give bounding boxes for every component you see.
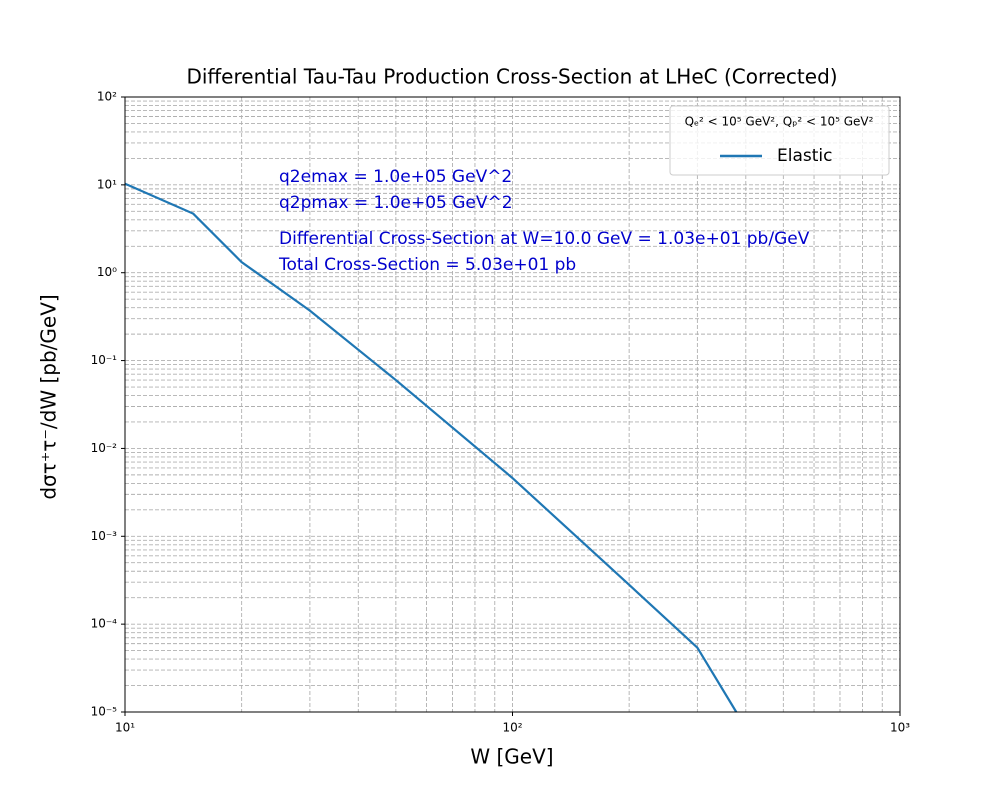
plot [124,182,738,713]
y-tick-label: 10² [97,90,117,104]
y-tick-label: 10⁻⁵ [91,705,118,719]
annotation: q2emax = 1.0e+05 GeV^2 [279,167,512,187]
legend-label: Elastic [777,146,832,166]
annotation: Differential Cross-Section at W=10.0 GeV… [279,229,810,249]
data-line [124,182,738,713]
legend: Qₑ² < 10⁵ GeV², Qₚ² < 10⁵ GeV² Elastic [669,105,890,176]
y-tick-label: 10⁻³ [91,529,118,543]
x-axis-label: W [GeV] [470,745,553,769]
x-tick-label: 10³ [890,721,910,735]
y-tick-label: 10¹ [97,177,117,191]
grid [124,96,901,713]
y-tick-label: 10⁻¹ [91,353,118,367]
chart-title: Differential Tau-Tau Production Cross-Se… [186,65,837,89]
legend-title: Qₑ² < 10⁵ GeV², Qₚ² < 10⁵ GeV² [685,115,874,129]
y-tick-label: 10⁻² [91,441,118,455]
annotation: q2pmax = 1.0e+05 GeV^2 [279,193,513,213]
y-axis-label: dστ⁺τ⁻/dW [pb/GeV] [37,294,61,499]
x-tick-label: 10¹ [115,721,135,735]
y-tick-label: 10⁰ [97,265,117,279]
x-tick-label: 10² [502,721,522,735]
legend-box [669,105,890,176]
annotation: Total Cross-Section = 5.03e+01 pb [278,255,576,275]
y-tick-label: 10⁻⁴ [91,617,118,631]
